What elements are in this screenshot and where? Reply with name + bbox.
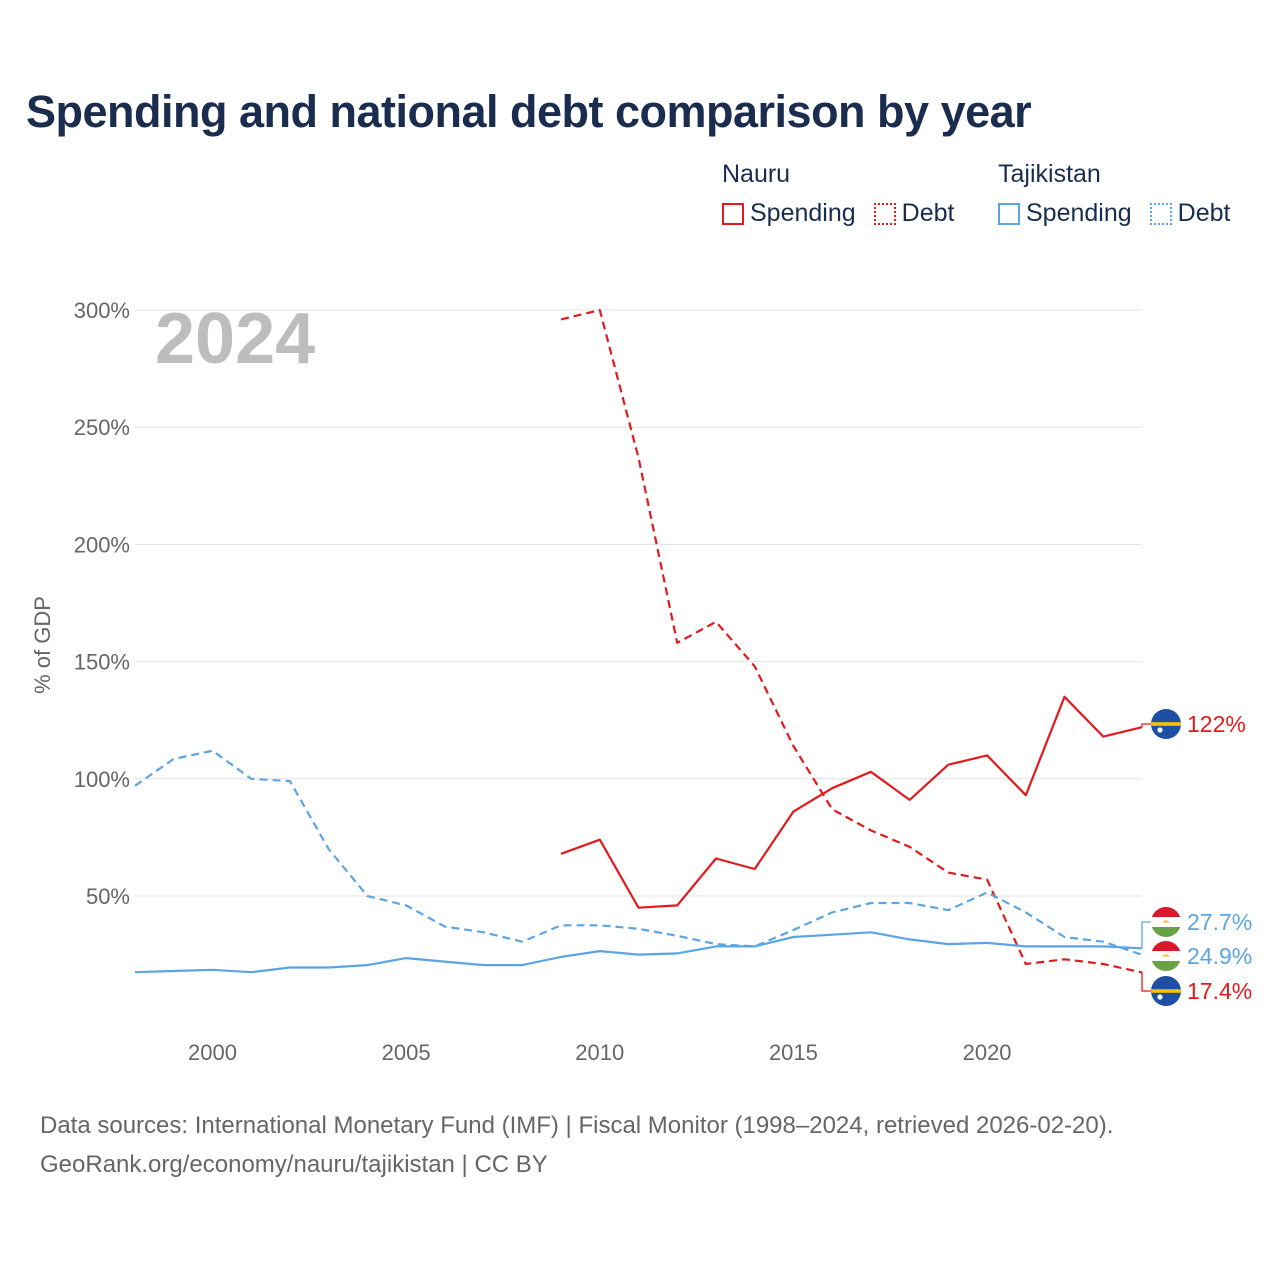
legend-country-nauru: Nauru <box>722 160 791 188</box>
legend-label: Spending <box>750 199 856 227</box>
legend-label: Debt <box>1177 199 1231 227</box>
x-tick-label: 2000 <box>188 1040 237 1065</box>
series-line-nauru-spending[interactable] <box>560 695 1143 909</box>
tajikistan-flag-icon <box>1151 907 1181 937</box>
y-axis-title: % of GDP <box>30 596 55 694</box>
x-tick-label: 2005 <box>382 1040 431 1065</box>
legend-swatch-dotted-icon <box>873 202 896 225</box>
legend-swatch-solid-icon <box>722 202 744 225</box>
y-tick-label: 250% <box>74 415 130 440</box>
series-line-nauru-debt[interactable] <box>560 308 1143 974</box>
tajikistan-flag-icon <box>1151 941 1181 971</box>
y-tick-label: 200% <box>74 532 130 557</box>
end-value-label: 27.7% <box>1187 909 1252 935</box>
end-value-label: 122% <box>1187 711 1246 737</box>
x-tick-label: 2010 <box>575 1040 624 1065</box>
axes: 50% 100% 150% 200% 250% 300% 2000 2005 2010 2015 2… <box>30 298 1012 1065</box>
legend-item-nauru-debt[interactable]: Debt <box>873 199 955 228</box>
legend-item-tajikistan-debt[interactable]: Debt <box>1149 199 1231 228</box>
legend-item-nauru-spending[interactable]: Spending <box>722 199 856 228</box>
y-tick-label: 100% <box>74 767 130 792</box>
y-tick-label: 150% <box>74 650 130 675</box>
grid <box>135 309 1142 897</box>
legend-swatch-dotted-icon <box>1149 202 1172 225</box>
legend-label: Spending <box>1026 199 1132 227</box>
nauru-flag-icon <box>1151 709 1181 739</box>
nauru-flag-icon <box>1151 976 1181 1006</box>
source-note: Data sources: International Monetary Fun… <box>40 1106 1113 1184</box>
year-watermark: 2024 <box>155 299 315 379</box>
source-line-1: Data sources: International Monetary Fun… <box>40 1112 1114 1139</box>
legend-item-tajikistan-spending[interactable]: Spending <box>998 199 1132 228</box>
legend-label: Debt <box>901 199 955 227</box>
leader-line <box>1141 723 1151 728</box>
chart-title: Spending and national debt comparison by… <box>26 86 1032 137</box>
x-tick-label: 2020 <box>963 1040 1012 1065</box>
y-tick-label: 300% <box>74 298 130 323</box>
y-tick-label: 50% <box>86 884 130 909</box>
legend-swatch-solid-icon <box>998 202 1020 225</box>
x-tick-label: 2015 <box>769 1040 818 1065</box>
end-value-label: 24.9% <box>1187 943 1252 969</box>
end-labels: 122% 27.7% 24.9% 17.4% <box>1141 709 1252 1006</box>
series-line-tajikistan-debt[interactable] <box>134 749 1143 956</box>
legend-country-tajikistan: Tajikistan <box>998 160 1101 188</box>
legend-group-tajikistan: Tajikistan Spending Debt <box>998 160 1230 228</box>
source-line-2[interactable]: GeoRank.org/economy/nauru/tajikistan | C… <box>40 1151 548 1178</box>
end-value-label: 17.4% <box>1187 978 1252 1004</box>
series-lines <box>134 308 1143 974</box>
legend-group-nauru: Nauru Spending Debt <box>722 160 954 228</box>
leader-line <box>1141 921 1151 949</box>
leader-line <box>1141 972 1151 992</box>
series-line-tajikistan-spending[interactable] <box>134 931 1143 974</box>
